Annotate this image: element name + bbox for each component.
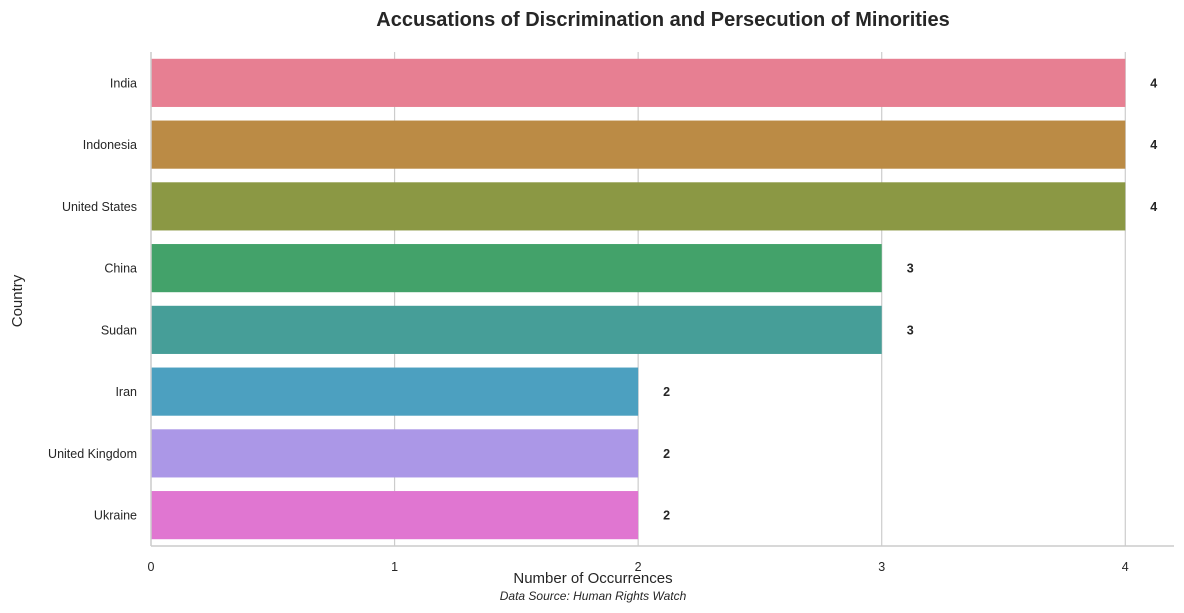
x-tick-label: 4: [1122, 560, 1129, 574]
y-tick-label: China: [104, 262, 137, 276]
source-note: Data Source: Human Rights Watch: [500, 589, 687, 603]
bar-value-label: 4: [1150, 200, 1157, 214]
bar: [151, 305, 882, 354]
y-tick-label: United States: [62, 200, 137, 214]
bar: [151, 367, 639, 416]
bar-value-label: 4: [1150, 138, 1157, 152]
bar: [151, 244, 882, 293]
y-tick-label: Iran: [115, 385, 137, 399]
x-axis-title: Number of Occurrences: [513, 570, 672, 587]
x-tick-label: 3: [878, 560, 885, 574]
bar-value-label: 2: [663, 509, 670, 523]
bars: [151, 58, 1126, 540]
axes: [150, 52, 1174, 547]
x-tick-label: 1: [391, 560, 398, 574]
y-tick-label: United Kingdom: [48, 447, 137, 461]
bar: [151, 182, 1126, 231]
bar-value-label: 2: [663, 385, 670, 399]
bar-value-label: 3: [907, 323, 914, 337]
bar-value-label: 3: [907, 262, 914, 276]
y-tick-label: Sudan: [101, 323, 137, 337]
x-tick-label: 2: [635, 560, 642, 574]
chart-title: Accusations of Discrimination and Persec…: [376, 9, 949, 31]
bar-value-label: 4: [1150, 76, 1157, 90]
labels: 0 1 2 3 4 India 4 Indonesia 4 United States 4 China…: [48, 76, 1157, 574]
bar: [151, 491, 639, 540]
y-tick-label: Ukraine: [94, 509, 137, 523]
y-axis-title: Country: [9, 274, 26, 327]
x-tick-label: 0: [148, 560, 155, 574]
bar: [151, 120, 1126, 169]
bar: [151, 58, 1126, 107]
y-tick-label: Indonesia: [83, 138, 137, 152]
bar-value-label: 2: [663, 447, 670, 461]
y-tick-label: India: [110, 76, 137, 90]
bar: [151, 429, 639, 478]
